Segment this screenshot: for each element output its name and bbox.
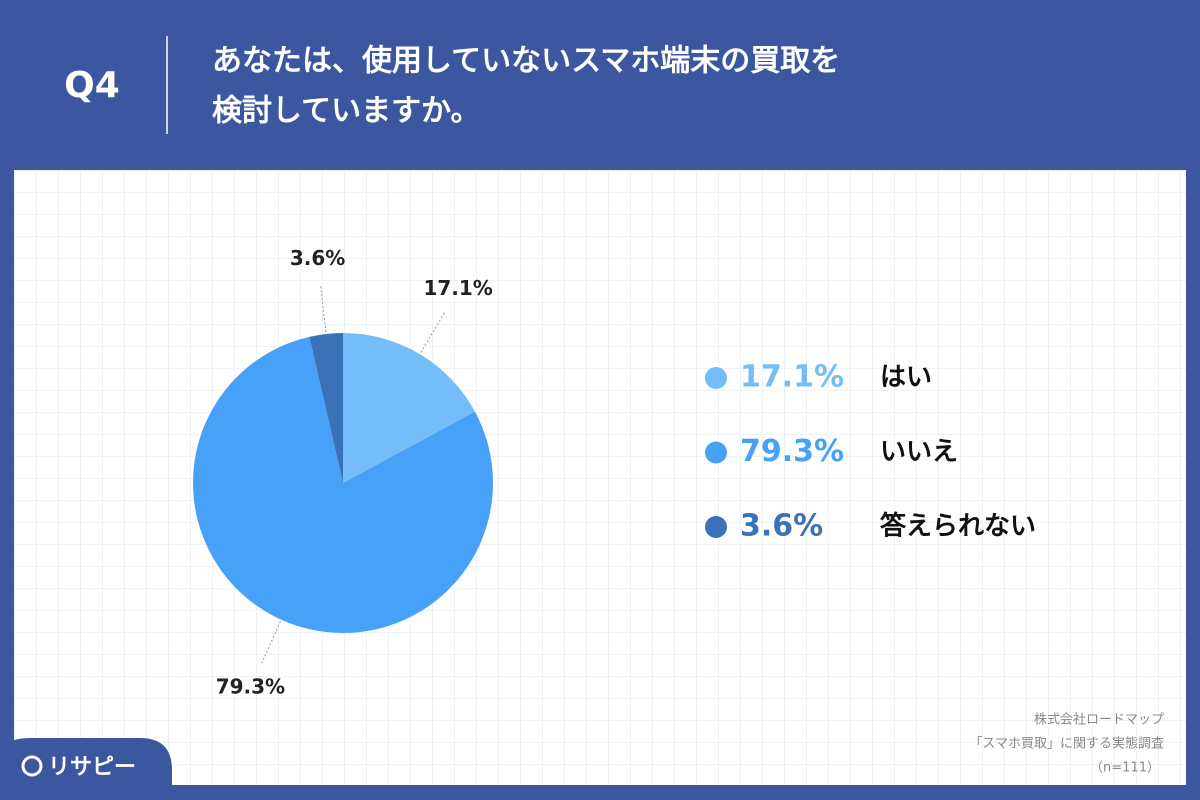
legend-value: 3.6% — [740, 509, 823, 544]
source-note: 株式会社ロードマップ — [1034, 713, 1164, 728]
legend-marker — [705, 441, 727, 464]
chart-title: 検討していますか。 — [212, 94, 481, 129]
chart-panel — [14, 170, 1186, 785]
data-label: 17.1% — [423, 276, 492, 300]
legend-label: いいえ — [880, 437, 958, 467]
source-note: （n=111） — [1090, 761, 1160, 776]
pie-slice — [343, 333, 475, 483]
legend-marker — [705, 516, 727, 538]
legend-value: 17.1% — [740, 360, 844, 395]
legend-marker — [705, 367, 727, 389]
data-label: 3.6% — [290, 246, 345, 270]
legend-label: 答えられない — [879, 511, 1036, 542]
logo-badge — [0, 738, 172, 800]
legend-label: はい — [880, 363, 932, 393]
leader-line — [420, 310, 446, 353]
logo-icon — [21, 755, 43, 777]
leader-line — [260, 621, 281, 666]
pie-slice — [309, 333, 343, 483]
pie-slice — [193, 336, 494, 633]
question-number: Q4 — [64, 65, 120, 106]
legend-value: 79.3% — [740, 434, 844, 469]
chart-title: あなたは、使用していないスマホ端末の買取を — [212, 44, 840, 79]
source-note: 「スマホ買取」に関する実態調査 — [969, 736, 1164, 752]
logo-text: リサピー — [48, 755, 136, 780]
data-label: 79.3% — [216, 675, 285, 699]
leader-line — [319, 284, 327, 333]
